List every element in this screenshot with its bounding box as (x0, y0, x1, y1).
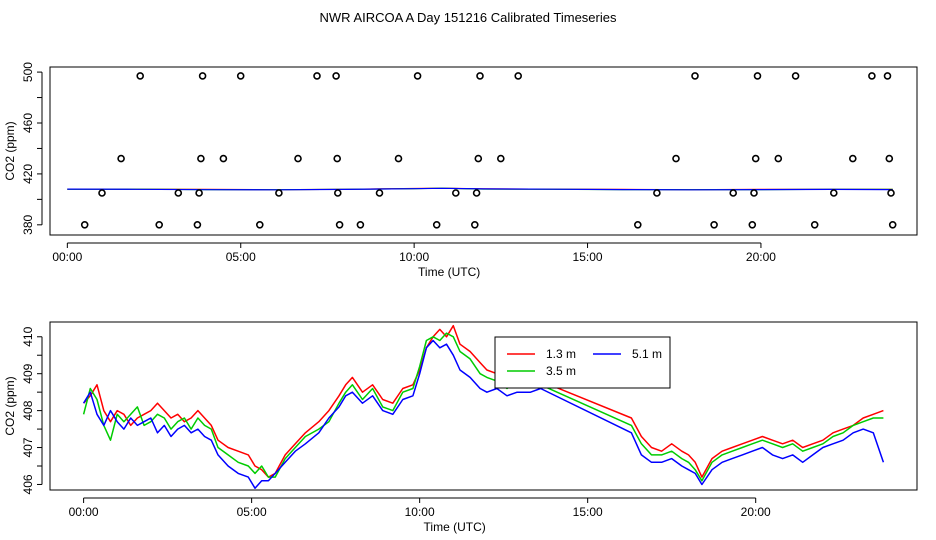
top-scatter-point (829, 189, 838, 197)
top-y-tick-label: 380 (21, 214, 35, 234)
top-scatter-point (294, 154, 302, 163)
top-scatter-point (136, 72, 144, 80)
top-scatter-point (117, 154, 125, 163)
bottom-x-axis-label: Time (UTC) (424, 520, 486, 534)
top-scatter-point (275, 189, 283, 197)
bottom-y-tick-label: 406 (21, 474, 35, 494)
top-scatter-point (848, 154, 857, 163)
top-scatter-point (375, 189, 384, 197)
top-scatter-point (155, 221, 163, 229)
top-scatter-point (474, 154, 483, 163)
top-scatter-point (496, 154, 505, 163)
chart-title: NWR AIRCOA A Day 151216 Calibrated Times… (320, 10, 617, 25)
bottom-x-tick-label: 10:00 (405, 505, 435, 519)
top-scatter-point (753, 72, 762, 80)
top-scatter-point (80, 221, 89, 229)
top-scatter-point (98, 189, 106, 197)
top-x-axis-label: Time (UTC) (418, 265, 480, 279)
top-scatter-point (174, 189, 183, 197)
top-scatter-point (750, 189, 758, 197)
legend-label: 3.5 m (546, 364, 576, 378)
bottom-x-tick-label: 05:00 (237, 505, 267, 519)
bottom-series-line-13m (83, 324, 884, 478)
top-scatter-point (432, 221, 441, 229)
top-scatter-point (883, 72, 892, 80)
top-plot-frame (49, 66, 918, 236)
top-scatter-point (885, 154, 894, 163)
top-y-tick-label: 500 (21, 62, 35, 82)
top-scatter-point (672, 154, 680, 163)
top-scatter-point (710, 221, 718, 229)
top-scatter-point (193, 221, 202, 229)
bottom-y-tick-label: 407 (21, 437, 35, 457)
top-scatter-point (476, 72, 484, 80)
legend-label: 5.1 m (632, 347, 662, 361)
top-scatter-point (413, 72, 422, 80)
top-scatter-point (195, 189, 203, 197)
bottom-x-tick-label: 15:00 (573, 505, 603, 519)
top-scatter-point (887, 189, 895, 197)
top-scatter-point (748, 221, 757, 229)
top-scatter-point (335, 221, 344, 229)
top-scatter-point (774, 154, 783, 163)
top-scatter-point (633, 221, 642, 229)
bottom-y-tick-label: 408 (21, 400, 35, 420)
top-scatter-point (255, 221, 264, 229)
top-scatter-point (470, 221, 479, 229)
bottom-plot-frame (49, 321, 918, 491)
top-x-tick-label: 05:00 (226, 250, 256, 264)
top-scatter-point (751, 154, 760, 163)
top-scatter-point (332, 72, 340, 80)
top-scatter-point (197, 154, 205, 163)
bottom-y-axis-label: CO2 (ppm) (3, 376, 17, 435)
top-x-tick-label: 15:00 (573, 250, 603, 264)
top-scatter-point (219, 154, 228, 163)
bottom-y-tick-label: 409 (21, 363, 35, 383)
top-series-line-51m (67, 187, 893, 191)
top-x-tick-label: 00:00 (52, 250, 82, 264)
bottom-y-tick-label: 410 (21, 326, 35, 346)
top-scatter-point (451, 189, 460, 197)
top-scatter-point (472, 189, 481, 197)
legend: 1.3 m 3.5 m 5.1 m (494, 336, 671, 389)
top-scatter-point (356, 221, 365, 229)
bottom-series-line-51m (82, 339, 885, 489)
top-y-axis-label: CO2 (ppm) (3, 121, 17, 180)
bottom-panel: 00:00 05:00 10:00 15:00 20:00 Time (UTC) 406 40… (3, 321, 918, 534)
top-y-tick-label: 420 (21, 164, 35, 184)
top-scatter-point (729, 189, 738, 197)
top-y-tick-label: 460 (21, 113, 35, 133)
top-scatter-point (691, 72, 699, 80)
top-scatter-point (810, 221, 819, 229)
bottom-x-tick-label: 20:00 (741, 505, 771, 519)
top-scatter-point (333, 154, 342, 163)
bottom-series-line-35m (82, 332, 884, 482)
legend-box (494, 336, 671, 389)
top-panel: 00:00 05:00 10:00 15:00 20:00 Time (UTC) 380 42… (3, 62, 918, 279)
top-scatter-point (394, 154, 403, 163)
top-x-tick-label: 20:00 (746, 250, 776, 264)
top-scatter-point (868, 72, 876, 80)
top-x-tick-label: 10:00 (399, 250, 429, 264)
top-scatter-point (313, 72, 321, 80)
top-scatter-point (888, 221, 897, 229)
top-scatter-point (514, 72, 523, 80)
top-scatter-point (653, 189, 661, 197)
legend-label: 1.3 m (546, 347, 576, 361)
top-scatter-point (236, 72, 245, 80)
top-scatter-point (791, 72, 800, 80)
top-scatter-point (333, 189, 342, 197)
top-scatter-point (198, 72, 207, 80)
bottom-x-tick-label: 00:00 (69, 505, 99, 519)
